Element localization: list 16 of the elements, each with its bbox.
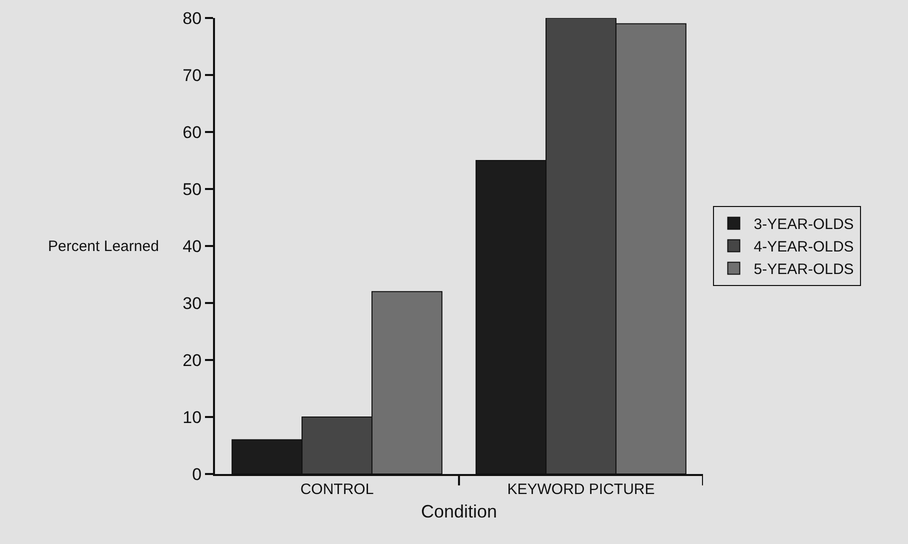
x-axis-title: Condition [420,502,498,522]
y-tick-label: 50 [182,180,202,199]
y-axis-title: Percent Learned [48,238,159,255]
y-tick-label: 70 [182,66,202,85]
x-tick-label: KEYWORD PICTURE [507,481,655,498]
y-tick-label: 40 [182,236,202,256]
y-tick-label: 80 [182,8,202,28]
y-tick-label: 60 [182,122,202,142]
y-tick-label: 20 [182,350,202,370]
legend-label: 4-YEAR-OLDS [754,238,854,256]
legend-label: 3-YEAR-OLDS [754,216,854,234]
x-tick-label: CONTROL [300,481,374,498]
y-tick-label: 30 [182,294,202,313]
y-tick-label: 0 [192,464,202,484]
legend-label: 5-YEAR-OLDS [754,261,854,278]
y-tick-label: 10 [182,408,202,427]
